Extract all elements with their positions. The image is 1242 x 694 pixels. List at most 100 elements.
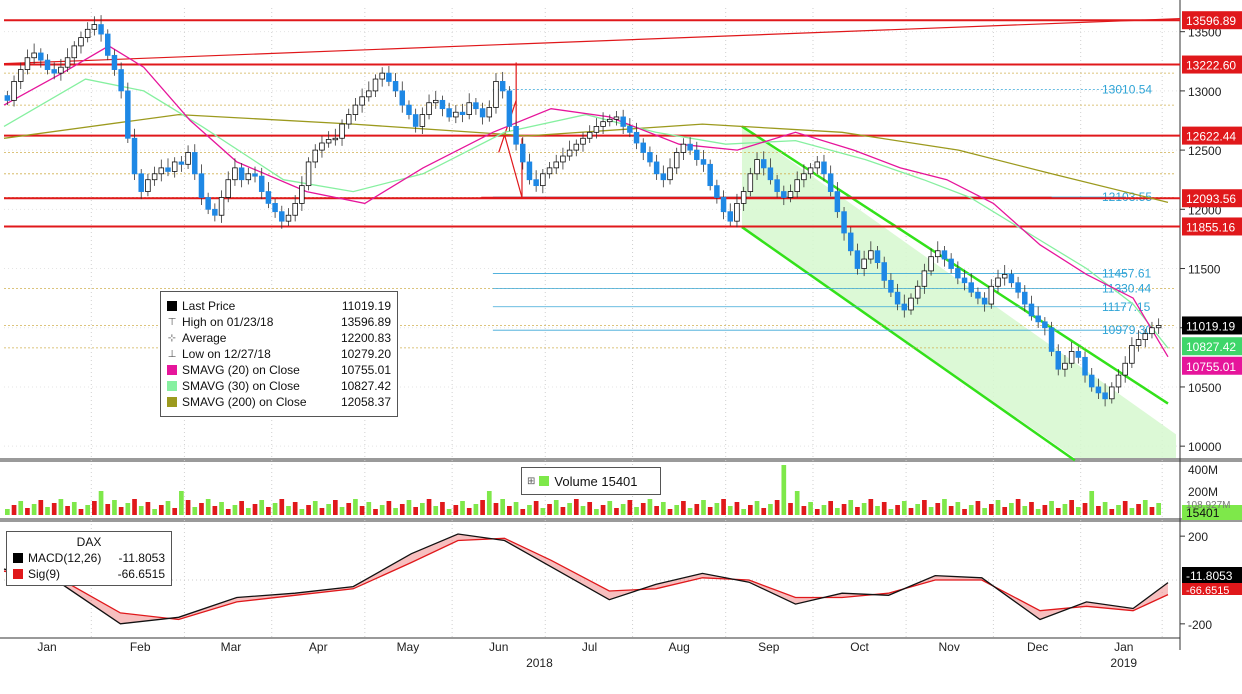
volume-bar xyxy=(707,507,713,515)
trend-line xyxy=(3,18,1181,65)
candle-body xyxy=(432,99,439,104)
candle-body xyxy=(1062,362,1068,370)
candle-body xyxy=(848,232,854,252)
candle-body xyxy=(901,303,908,311)
candle-body xyxy=(38,52,44,61)
axis-tag-label: 12622.44 xyxy=(1186,130,1236,144)
candle-body xyxy=(479,108,486,118)
candle-body xyxy=(627,126,633,133)
candle-body xyxy=(212,208,218,216)
candle-body xyxy=(1008,274,1015,284)
legend-expand-icon[interactable]: ⊞ xyxy=(527,475,536,487)
candle-body xyxy=(426,102,432,115)
axis-tag xyxy=(1182,11,1242,30)
volume-bar xyxy=(607,501,613,515)
volume-bar xyxy=(1009,503,1014,515)
volume-bar xyxy=(1122,501,1128,515)
volume-bar xyxy=(440,502,445,515)
volume-bar xyxy=(1069,500,1074,515)
volume-bar xyxy=(814,509,820,515)
candle-body xyxy=(667,167,673,181)
candle-body xyxy=(98,24,104,35)
candle-body xyxy=(406,104,412,115)
legend-label: Low on 12/27/18 xyxy=(182,347,271,361)
volume-bar xyxy=(975,501,981,515)
candle-body xyxy=(607,118,613,123)
candle-body xyxy=(600,121,606,127)
y-tick-label: 11500 xyxy=(1188,263,1221,277)
candle-body xyxy=(975,291,981,299)
volume-bar xyxy=(306,505,311,515)
candle-body xyxy=(928,256,934,272)
candle-body xyxy=(178,161,185,165)
volume-bar xyxy=(145,502,151,515)
volume-bar xyxy=(741,509,746,515)
volume-bar xyxy=(38,500,44,515)
volume-bar xyxy=(507,506,512,515)
volume-bar xyxy=(420,503,425,515)
volume-bar xyxy=(413,507,419,515)
axis-tag xyxy=(1182,583,1242,595)
volume-bar xyxy=(406,500,412,515)
legend-item: Sig(9) -66.6515 xyxy=(7,566,171,582)
candle-body xyxy=(633,131,640,144)
candle-body xyxy=(245,173,252,181)
x-month-label: Feb xyxy=(130,640,151,654)
legend-item: Last Price 11019.19 xyxy=(161,298,397,314)
legend-item: ⊤ High on 01/23/18 13596.89 xyxy=(161,314,397,330)
volume-bar xyxy=(781,465,787,515)
volume-bar xyxy=(85,505,91,515)
candle-body xyxy=(312,149,318,163)
volume-bar xyxy=(768,504,773,515)
candle-body xyxy=(814,161,821,169)
volume-bar xyxy=(587,502,593,515)
x-month-label: Sep xyxy=(758,640,780,654)
candle-body xyxy=(319,142,325,151)
volume-bar xyxy=(152,509,157,515)
candle-body xyxy=(1001,274,1008,279)
x-month-label: Apr xyxy=(309,640,328,654)
volume-bar xyxy=(660,502,666,515)
candle-body xyxy=(801,173,807,181)
volume-bar xyxy=(1096,506,1101,515)
volume-bar xyxy=(98,491,104,515)
candle-body xyxy=(821,161,827,175)
volume-bar xyxy=(841,504,847,515)
fib-label: 12103.55 xyxy=(1102,190,1152,204)
axis-tag-label: -11.8053 xyxy=(1186,569,1233,583)
candle-body xyxy=(91,24,98,30)
volume-bar xyxy=(861,503,867,515)
volume-bar xyxy=(935,503,941,515)
x-month-label: Oct xyxy=(850,640,869,654)
smavg30-line xyxy=(3,78,1169,349)
volume-bar xyxy=(266,507,271,515)
candle-body xyxy=(707,163,713,187)
volume-bar xyxy=(520,509,526,515)
volume-bar xyxy=(674,505,680,515)
macd-legend-title: DAX xyxy=(76,535,102,549)
candle-body xyxy=(894,291,901,305)
volume-bar xyxy=(5,509,10,515)
candle-body xyxy=(680,143,687,153)
volume-bar xyxy=(721,499,726,515)
candle-body xyxy=(17,69,24,82)
candle-body xyxy=(158,167,165,175)
candle-body xyxy=(285,214,292,222)
axis-tag-label: 13596.89 xyxy=(1186,14,1236,28)
y-tick-label: 10000 xyxy=(1188,440,1222,454)
candle-body xyxy=(493,81,499,108)
volume-bar xyxy=(681,501,686,515)
volume-bar xyxy=(942,499,947,515)
candle-body xyxy=(486,107,493,118)
volume-bar xyxy=(774,500,780,515)
volume-bar xyxy=(1035,509,1041,515)
candle-body xyxy=(171,161,178,172)
volume-bar xyxy=(500,499,506,515)
volume-bar xyxy=(212,506,218,515)
volume-bar xyxy=(279,499,285,515)
volume-bar xyxy=(65,506,70,515)
legend-value: -11.8053 xyxy=(118,551,165,565)
candle-body xyxy=(854,250,861,269)
volume-bar xyxy=(366,502,372,515)
volume-bar xyxy=(185,500,191,515)
